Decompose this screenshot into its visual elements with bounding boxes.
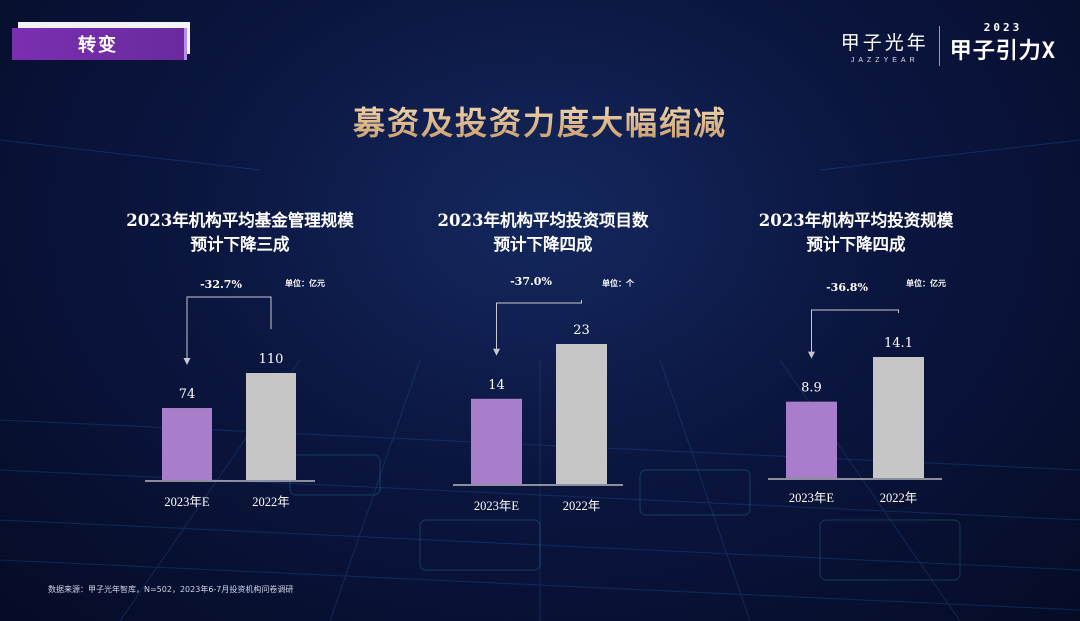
chart-1-bar-2 — [246, 373, 296, 480]
chart-3-bar-2 — [873, 357, 924, 478]
event-name: 甲子引力X — [949, 39, 1056, 64]
chart-1-unit-label: 单位：亿元 — [285, 278, 325, 288]
chart-3-category-label-2: 2022年 — [880, 491, 918, 505]
chart-2-change-label: -37.0% — [510, 275, 552, 288]
chart-3-title-line1: 2023年机构平均投资规模 — [758, 211, 954, 230]
brand-divider — [938, 26, 940, 66]
chart-1-value-label-1: 74 — [179, 387, 196, 402]
chart-2-title-line1: 2023年机构平均投资项目数 — [437, 211, 649, 230]
event-logo: 2023 甲子引力X — [949, 21, 1056, 65]
chart-2-change-arrow — [493, 348, 500, 356]
brand-logo: 甲子光年 JAZZYEAR 2023 甲子引力X — [841, 21, 1056, 66]
page-title: 募资及投资力度大幅缩减 — [0, 98, 1080, 144]
chart-3-title-line2: 预计下降四成 — [806, 235, 906, 254]
chart-1-category-label-2: 2022年 — [252, 495, 290, 509]
chart-3-change-arrow — [808, 351, 815, 359]
chart-3-unit-label: 单位：亿元 — [906, 278, 946, 288]
brand-jazzyear: 甲子光年 JAZZYEAR — [841, 28, 929, 64]
chart-2-category-label-2: 2022年 — [563, 499, 601, 513]
brand-cn: 甲子光年 — [840, 32, 929, 54]
chart-2-value-label-1: 14 — [488, 378, 505, 393]
chart-2-unit-label: 单位：个 — [602, 278, 635, 288]
chart-1-change-label: -32.7% — [200, 278, 242, 291]
chart-3-change-label: -36.8% — [826, 281, 868, 294]
section-tag: 转变 — [12, 28, 187, 60]
chart-1-change-bracket — [186, 296, 272, 365]
chart-1-value-label-2: 110 — [259, 352, 284, 367]
chart-2-value-label-2: 23 — [573, 323, 590, 338]
chart-2-bar-2 — [556, 344, 607, 484]
event-year: 2023 — [983, 21, 1023, 34]
chart-1-title-line1: 2023年机构平均基金管理规模 — [126, 211, 354, 230]
chart-2-change-bracket — [496, 300, 582, 355]
chart-2-title: 2023年机构平均投资项目数 预计下降四成 — [393, 209, 693, 257]
chart-3-value-label-1: 8.9 — [801, 381, 822, 396]
chart-2-bar-1 — [471, 398, 522, 484]
chart-1-change-arrow — [183, 358, 191, 366]
chart-3-title: 2023年机构平均投资规模 预计下降四成 — [706, 209, 1006, 257]
chart-3-value-label-2: 14.1 — [884, 336, 913, 351]
chart-1-title: 2023年机构平均基金管理规模 预计下降三成 — [90, 209, 390, 257]
chart-1-bar-1 — [162, 408, 212, 480]
chart-2-title-line2: 预计下降四成 — [493, 235, 593, 254]
brand-en: JAZZYEAR — [850, 57, 919, 64]
chart-3-bar-1 — [786, 401, 837, 478]
chart-1-title-line2: 预计下降三成 — [190, 235, 290, 254]
chart-2-category-label-1: 2023年E — [474, 499, 520, 513]
chart-3-category-label-1: 2023年E — [789, 491, 835, 505]
chart-1-category-label-1: 2023年E — [164, 495, 210, 509]
chart-3-change-bracket — [811, 309, 899, 358]
data-source-note: 数据来源：甲子光年智库，N=502，2023年6-7月投资机构问卷调研 — [48, 585, 294, 594]
